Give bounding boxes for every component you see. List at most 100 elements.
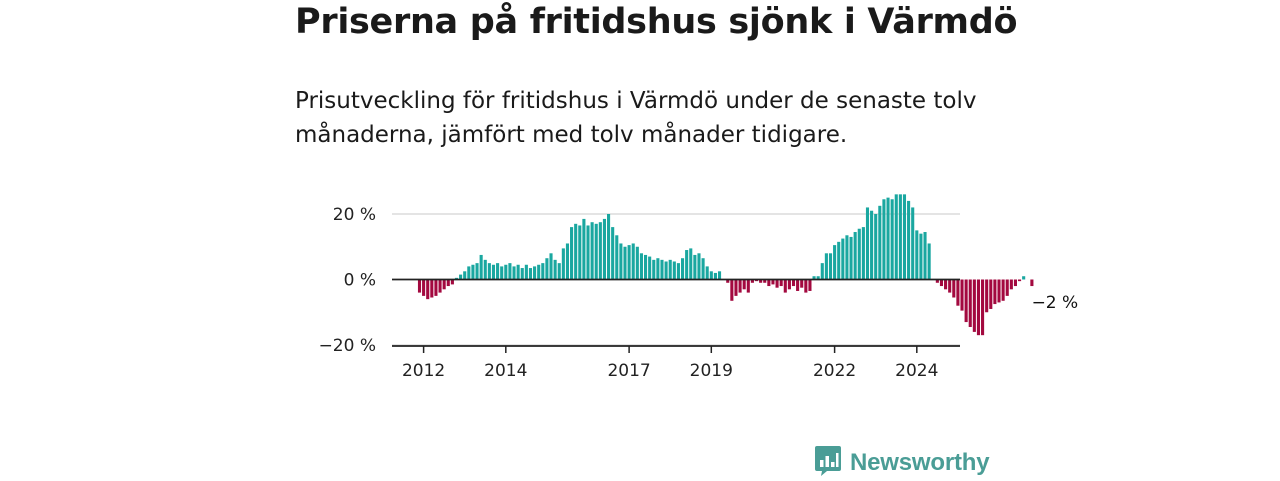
bar bbox=[730, 280, 733, 301]
bar bbox=[689, 248, 692, 279]
bar bbox=[841, 239, 844, 280]
bar bbox=[837, 242, 840, 280]
bar bbox=[981, 280, 984, 336]
bar bbox=[948, 280, 951, 293]
bar bbox=[706, 266, 709, 279]
bar bbox=[562, 248, 565, 279]
bar bbox=[496, 263, 499, 279]
last-value-label: −2 % bbox=[1032, 293, 1079, 313]
y-tick-label: 20 % bbox=[333, 205, 376, 225]
bar bbox=[862, 227, 865, 279]
brand-name: Newsworthy bbox=[850, 449, 989, 477]
bar bbox=[923, 232, 926, 279]
bar bbox=[623, 247, 626, 280]
bar bbox=[718, 271, 721, 279]
bar bbox=[965, 280, 968, 323]
bar bbox=[866, 207, 869, 279]
bar bbox=[919, 234, 922, 280]
bar bbox=[854, 232, 857, 279]
bar bbox=[895, 194, 898, 279]
bar bbox=[640, 253, 643, 279]
bar bbox=[1002, 280, 1005, 301]
bar bbox=[549, 253, 552, 279]
bar bbox=[940, 280, 943, 287]
bar bbox=[632, 243, 635, 279]
bar bbox=[681, 258, 684, 279]
bar bbox=[422, 280, 425, 296]
bar bbox=[426, 280, 429, 300]
bar bbox=[463, 271, 466, 279]
bar bbox=[566, 243, 569, 279]
bar bbox=[628, 245, 631, 279]
bar-series bbox=[418, 194, 1033, 335]
bar bbox=[907, 201, 910, 280]
bar bbox=[525, 265, 528, 280]
bar bbox=[533, 266, 536, 279]
bar bbox=[903, 194, 906, 279]
bar bbox=[541, 263, 544, 279]
bar bbox=[603, 219, 606, 280]
bar bbox=[529, 268, 532, 279]
bar bbox=[899, 194, 902, 279]
bar bbox=[599, 222, 602, 279]
bar bbox=[517, 265, 520, 280]
bar bbox=[952, 280, 955, 298]
bar bbox=[989, 280, 992, 309]
bar bbox=[928, 243, 931, 279]
bar bbox=[734, 280, 737, 296]
bar bbox=[644, 255, 647, 280]
bar bbox=[874, 214, 877, 280]
bar bbox=[993, 280, 996, 305]
bar bbox=[595, 224, 598, 280]
x-tick-label: 2012 bbox=[402, 361, 445, 381]
bar bbox=[607, 214, 610, 280]
bar bbox=[652, 260, 655, 280]
bar bbox=[504, 265, 507, 280]
bar bbox=[492, 265, 495, 280]
bar bbox=[669, 260, 672, 280]
bar bbox=[784, 280, 787, 293]
bar bbox=[611, 227, 614, 279]
bar bbox=[660, 260, 663, 280]
bar bbox=[792, 280, 795, 287]
bar bbox=[677, 263, 680, 279]
bar bbox=[747, 280, 750, 293]
bar bbox=[956, 280, 959, 306]
bar bbox=[1030, 280, 1033, 287]
bar bbox=[619, 243, 622, 279]
bar bbox=[418, 280, 421, 293]
bar bbox=[545, 258, 548, 279]
bar bbox=[434, 280, 437, 296]
bar bbox=[878, 206, 881, 280]
bar bbox=[944, 280, 947, 290]
bar bbox=[829, 253, 832, 279]
bar bbox=[969, 280, 972, 327]
bar bbox=[554, 260, 557, 280]
y-tick-label: 0 % bbox=[344, 271, 376, 291]
x-tick-label: 2019 bbox=[690, 361, 733, 381]
bar bbox=[997, 280, 1000, 303]
bar bbox=[558, 263, 561, 279]
bar bbox=[960, 280, 963, 311]
bar bbox=[480, 255, 483, 280]
x-tick-label: 2022 bbox=[813, 361, 856, 381]
axes bbox=[392, 280, 960, 354]
bar bbox=[500, 266, 503, 279]
bar bbox=[911, 207, 914, 279]
bar bbox=[488, 263, 491, 279]
bar bbox=[702, 258, 705, 279]
x-tick-label: 2014 bbox=[484, 361, 527, 381]
bar bbox=[891, 199, 894, 279]
bar bbox=[776, 280, 779, 288]
bar bbox=[743, 280, 746, 290]
bar bbox=[800, 280, 803, 288]
bar bbox=[521, 268, 524, 279]
bar bbox=[788, 280, 791, 290]
bar bbox=[796, 280, 799, 291]
bar bbox=[693, 255, 696, 280]
chart-bubble-icon bbox=[814, 445, 842, 481]
bar bbox=[574, 224, 577, 280]
bar bbox=[578, 225, 581, 279]
newsworthy-logo: Newsworthy bbox=[814, 447, 989, 479]
bar bbox=[475, 263, 478, 279]
